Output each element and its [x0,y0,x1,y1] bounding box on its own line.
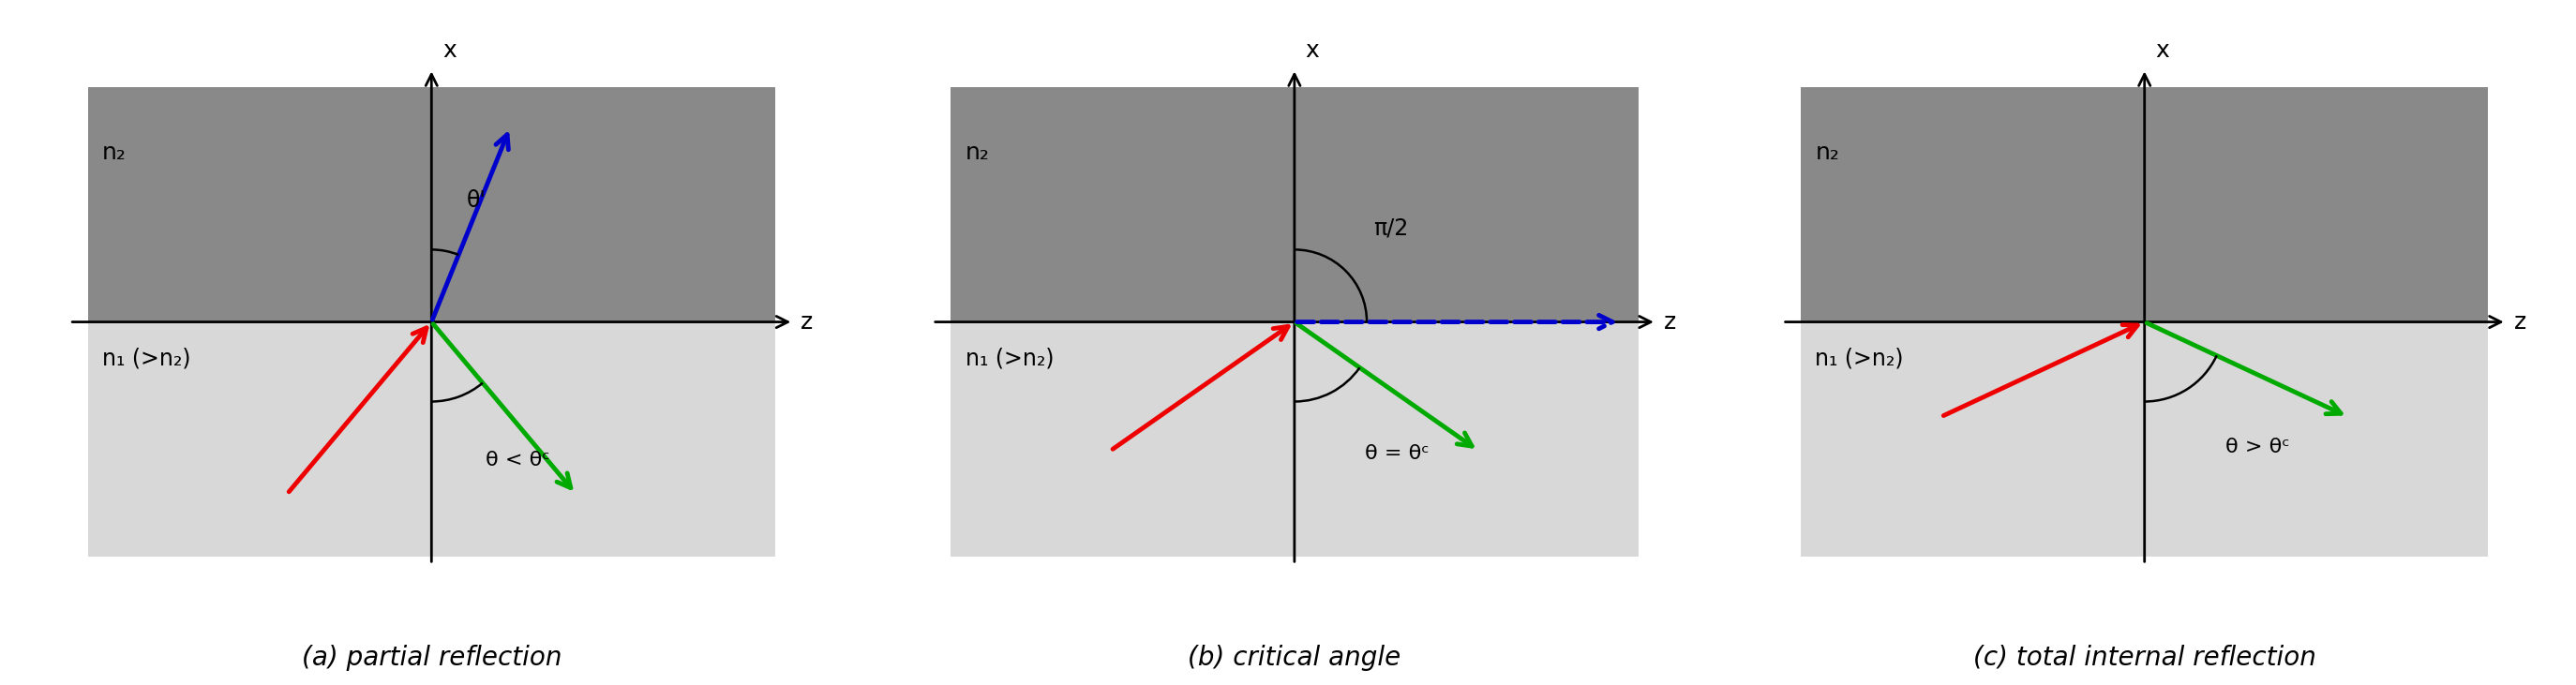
Bar [1801,87,2488,322]
Text: π/2: π/2 [1373,217,1409,240]
Text: x: x [2156,39,2169,62]
Text: z: z [801,311,814,333]
Text: x: x [1306,39,1319,62]
Text: θ < θᶜ: θ < θᶜ [487,451,551,470]
Text: n₁ (>n₂): n₁ (>n₂) [1816,347,1904,369]
Text: θ': θ' [466,189,487,212]
Text: (a) partial reflection: (a) partial reflection [301,645,562,671]
Bar [951,87,1638,322]
Bar [88,87,775,322]
Text: x: x [443,39,456,62]
Text: n₂: n₂ [966,141,989,164]
Bar [88,322,775,557]
Text: z: z [2514,311,2527,333]
Text: n₁ (>n₂): n₁ (>n₂) [103,347,191,369]
Text: θ = θᶜ: θ = θᶜ [1365,444,1430,462]
Bar [1801,322,2488,557]
Bar [951,322,1638,557]
Text: z: z [1664,311,1677,333]
Text: (b) critical angle: (b) critical angle [1188,645,1401,671]
Text: n₂: n₂ [103,141,126,164]
Text: θ > θᶜ: θ > θᶜ [2226,438,2290,457]
Text: n₂: n₂ [1816,141,1839,164]
Text: (c) total internal reflection: (c) total internal reflection [1973,645,2316,671]
Text: n₁ (>n₂): n₁ (>n₂) [966,347,1054,369]
